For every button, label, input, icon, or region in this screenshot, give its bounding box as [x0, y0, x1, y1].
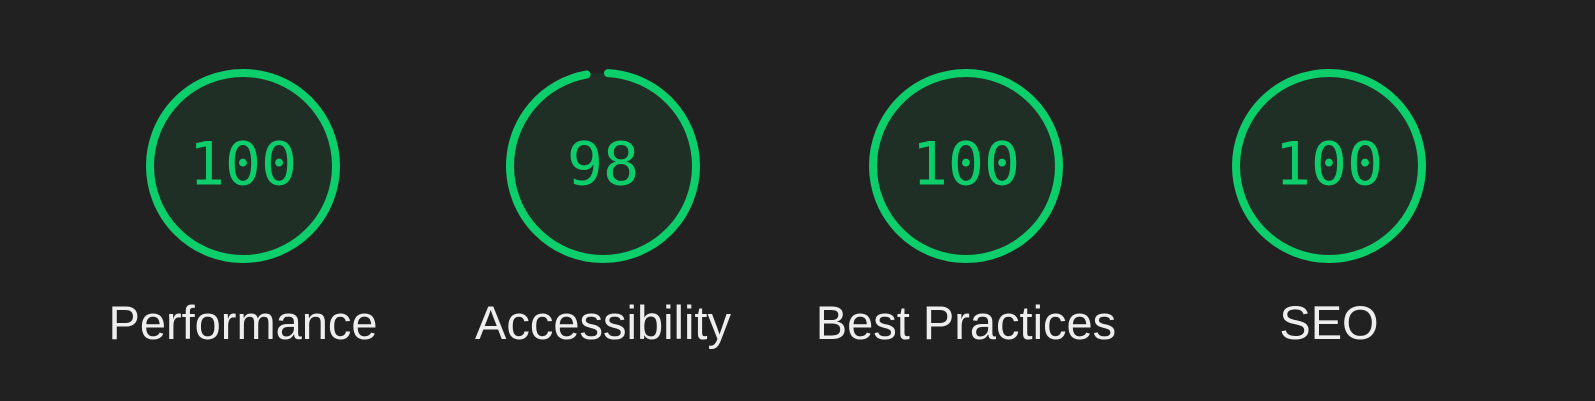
- ring-arc: [1232, 69, 1426, 263]
- gauge-label: SEO: [1279, 296, 1379, 349]
- ring-arc: [146, 69, 340, 263]
- ring-fill: [873, 73, 1059, 259]
- ring-fill: [1236, 73, 1422, 259]
- score-value: 98: [567, 130, 639, 200]
- gauge-best-practices[interactable]: 100 Best Practices: [796, 66, 1136, 350]
- score-ring: 100: [146, 69, 340, 263]
- gauge-label: Performance: [108, 296, 378, 349]
- ring-arc: [506, 69, 700, 263]
- score-value: 100: [1275, 130, 1383, 200]
- score-value: 100: [189, 130, 297, 200]
- gauge-label: Accessibility: [475, 296, 731, 349]
- score-ring: 100: [869, 69, 1063, 263]
- score-ring: 100: [1232, 69, 1426, 263]
- gauge-performance[interactable]: 100 Performance: [73, 66, 413, 350]
- gauge-seo[interactable]: 100 SEO: [1159, 66, 1499, 350]
- ring-arc: [869, 69, 1063, 263]
- score-value: 100: [912, 130, 1020, 200]
- gauge-label: Best Practices: [815, 296, 1117, 349]
- score-ring: 98: [506, 69, 700, 263]
- ring-fill: [150, 73, 336, 259]
- gauge-accessibility[interactable]: 98 Accessibility: [433, 66, 773, 350]
- ring-fill: [510, 73, 696, 259]
